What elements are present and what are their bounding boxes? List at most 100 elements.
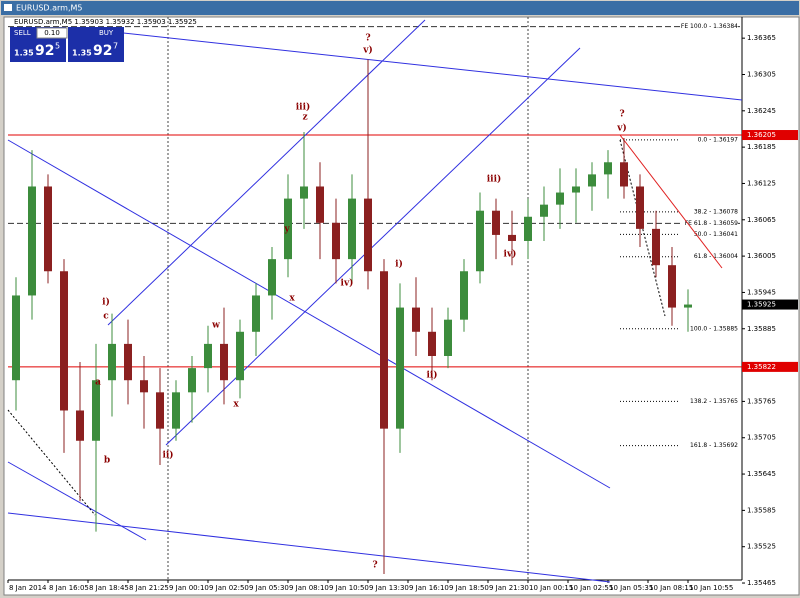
wave-label: z bbox=[302, 113, 307, 123]
candle-body bbox=[492, 210, 500, 235]
wave-label: y bbox=[283, 225, 290, 235]
x-tick-label: 9 Jan 00:10 bbox=[169, 584, 209, 592]
ask-big: 1.35 bbox=[72, 49, 92, 58]
x-tick-label: 10 Jan 10:55 bbox=[689, 584, 733, 592]
fib-label: FE 100.0 - 1.36384 bbox=[681, 23, 738, 30]
wave-label: ? bbox=[372, 561, 377, 571]
sell-button[interactable]: SELL bbox=[14, 29, 31, 37]
x-tick-label: 9 Jan 08:10 bbox=[289, 584, 329, 592]
buy-panel[interactable] bbox=[68, 27, 124, 62]
candle-body bbox=[652, 228, 660, 266]
y-tick-label: 1.35765 bbox=[747, 397, 776, 405]
candle-body bbox=[76, 410, 84, 441]
y-tick-label: 1.36125 bbox=[747, 179, 776, 187]
x-tick-label: 9 Jan 18:50 bbox=[449, 584, 489, 592]
candle-body bbox=[204, 343, 212, 369]
candle-body bbox=[444, 319, 452, 356]
lot-box[interactable] bbox=[36, 27, 68, 39]
title-bar bbox=[1, 1, 799, 15]
trendline bbox=[7, 461, 147, 541]
x-tick-label: 8 Jan 21:25 bbox=[129, 584, 169, 592]
current-price-box bbox=[742, 299, 798, 310]
candle-body bbox=[668, 265, 676, 308]
x-tick-label: 10 Jan 02:55 bbox=[569, 584, 613, 592]
candle-body bbox=[236, 331, 244, 381]
price-box-label: 1.36205 bbox=[747, 131, 776, 139]
bid-point: 5 bbox=[55, 42, 60, 51]
candle-body bbox=[348, 198, 356, 260]
candle-body bbox=[524, 216, 532, 241]
bid-pips: 92 bbox=[35, 43, 54, 59]
lot-size[interactable]: 0.10 bbox=[44, 29, 60, 37]
fib-label: 38.2 - 1.36078 bbox=[694, 208, 738, 215]
fib-label-bg bbox=[680, 252, 738, 261]
wave-label: i) bbox=[395, 259, 403, 270]
y-tick-label: 1.35465 bbox=[747, 579, 776, 587]
candle-body bbox=[28, 186, 36, 296]
wave-label: iii) bbox=[487, 174, 502, 185]
candle-body bbox=[460, 271, 468, 320]
candle-body bbox=[140, 380, 148, 393]
y-tick-label: 1.35525 bbox=[747, 543, 776, 551]
fib-label-bg bbox=[680, 207, 738, 216]
wave-label: x bbox=[233, 400, 239, 410]
candle-body bbox=[156, 392, 164, 429]
trendline bbox=[95, 29, 743, 101]
buy-button[interactable]: BUY bbox=[99, 29, 114, 37]
wave-label: x bbox=[289, 294, 295, 304]
wave-label: a bbox=[95, 378, 101, 388]
y-tick-label: 1.36365 bbox=[747, 34, 776, 42]
current-price-label: 1.35925 bbox=[747, 301, 776, 309]
candle-body bbox=[60, 271, 68, 411]
wave-label: ii) bbox=[162, 450, 173, 461]
ask-pips: 92 bbox=[93, 43, 112, 59]
x-tick-label: 9 Jan 16:10 bbox=[409, 584, 449, 592]
candle-body bbox=[44, 186, 52, 272]
candle-body bbox=[124, 343, 132, 381]
fib-label: FE 61.8 - 1.36059 bbox=[685, 220, 738, 227]
wave-label: iii) bbox=[296, 102, 311, 113]
candle-body bbox=[172, 392, 180, 429]
candle-body bbox=[572, 186, 580, 193]
candle-body bbox=[636, 186, 644, 229]
x-tick-label: 8 Jan 2014 bbox=[9, 584, 47, 592]
wave-label: ii) bbox=[426, 370, 437, 381]
candle-body bbox=[684, 304, 692, 308]
x-tick-label: 9 Jan 02:50 bbox=[209, 584, 249, 592]
x-tick-label: 10 Jan 08:15 bbox=[649, 584, 693, 592]
wave-label: ? bbox=[619, 110, 624, 120]
y-tick-label: 1.35945 bbox=[747, 288, 776, 296]
candle-body bbox=[476, 210, 484, 272]
ask-point: 7 bbox=[113, 42, 118, 51]
candle-body bbox=[556, 192, 564, 205]
wave-label: ? bbox=[365, 34, 370, 44]
candle-body bbox=[508, 234, 516, 241]
candle-body bbox=[380, 271, 388, 429]
fib-label: 0.0 - 1.36197 bbox=[698, 136, 739, 143]
fib-label-bg bbox=[680, 324, 738, 333]
candle-body bbox=[316, 186, 324, 223]
trendline bbox=[165, 47, 581, 446]
price-box bbox=[742, 130, 798, 141]
candle-body bbox=[332, 222, 340, 260]
x-tick-label: 8 Jan 16:05 bbox=[49, 584, 89, 592]
y-tick-label: 1.36305 bbox=[747, 70, 776, 78]
wave-label: v) bbox=[616, 123, 627, 134]
y-tick-label: 1.35885 bbox=[747, 325, 776, 333]
candle-body bbox=[396, 307, 404, 429]
candle-body bbox=[620, 162, 628, 187]
candle-body bbox=[604, 162, 612, 175]
x-tick-label: 10 Jan 05:35 bbox=[609, 584, 653, 592]
price-box bbox=[742, 361, 798, 372]
candle-body bbox=[284, 198, 292, 260]
fib-label-bg bbox=[680, 397, 738, 406]
price-box-label: 1.35822 bbox=[747, 363, 776, 371]
trendline bbox=[619, 134, 723, 269]
candle-body bbox=[540, 204, 548, 217]
x-tick-label: 9 Jan 21:30 bbox=[489, 584, 529, 592]
x-tick-label: 10 Jan 00:15 bbox=[529, 584, 573, 592]
fib-label-bg bbox=[680, 230, 738, 239]
chart-header: EURUSD.arm,M5 1.35903 1.35932 1.35903 1.… bbox=[14, 18, 197, 26]
fib-label: 50.0 - 1.36041 bbox=[694, 231, 738, 238]
